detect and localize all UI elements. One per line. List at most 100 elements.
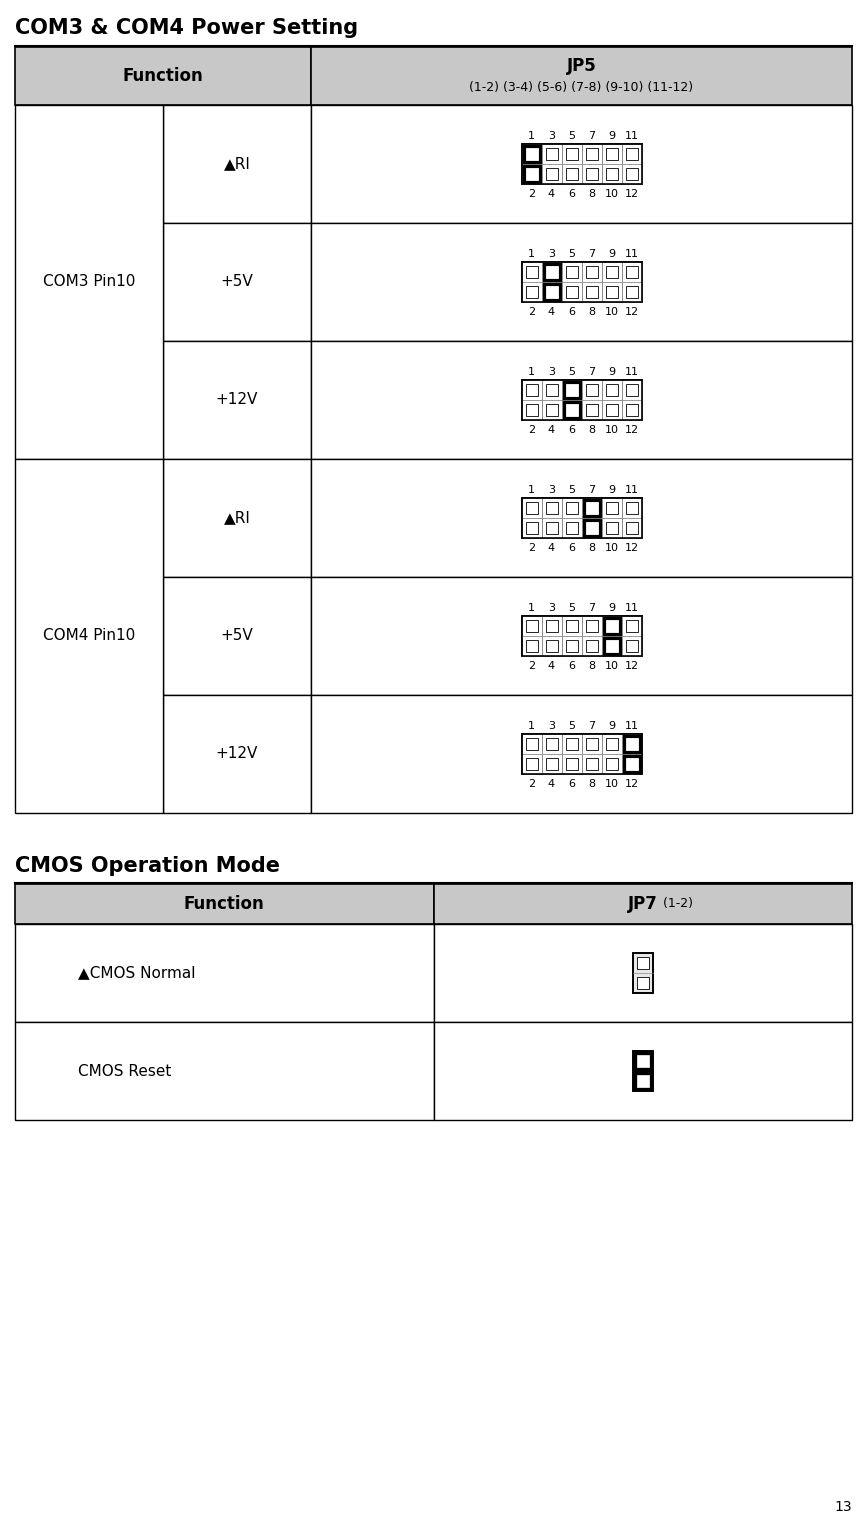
Text: 7: 7 (588, 368, 595, 377)
Bar (633, 1051, 653, 1091)
Text: 2: 2 (528, 188, 535, 199)
Text: 5: 5 (568, 485, 575, 495)
Text: 7: 7 (588, 603, 595, 612)
Text: 2: 2 (528, 307, 535, 317)
Bar (545, 404, 557, 416)
Bar (521, 283, 542, 302)
Bar (15, 924, 433, 1022)
Bar (582, 164, 602, 184)
Text: ▲RI: ▲RI (224, 156, 251, 172)
Bar (565, 523, 577, 535)
Bar (163, 577, 311, 696)
Bar (605, 266, 617, 278)
Bar (582, 399, 602, 419)
Bar (582, 617, 602, 636)
Text: 5: 5 (568, 722, 575, 731)
Bar (521, 399, 542, 419)
Bar (562, 144, 582, 164)
Bar (434, 924, 852, 1022)
Text: 7: 7 (588, 485, 595, 495)
Bar (622, 261, 642, 283)
Bar (585, 738, 597, 750)
Bar (15, 1022, 433, 1120)
Bar (562, 261, 582, 283)
Bar (582, 380, 602, 399)
Bar (525, 266, 538, 278)
Text: COM4 Pin10: COM4 Pin10 (42, 629, 135, 644)
Text: Function: Function (184, 895, 264, 913)
Bar (434, 884, 852, 924)
Text: 7: 7 (588, 249, 595, 258)
Bar (311, 577, 852, 696)
Bar (622, 144, 642, 164)
Bar (163, 223, 311, 340)
Text: 1: 1 (528, 603, 535, 612)
Bar (625, 639, 637, 652)
Bar (562, 617, 582, 636)
Bar (542, 753, 562, 775)
Text: 4: 4 (548, 425, 555, 434)
Text: 8: 8 (588, 779, 595, 788)
Bar (521, 498, 642, 538)
Bar (605, 501, 617, 513)
Bar (565, 639, 577, 652)
Bar (622, 734, 642, 753)
Bar (602, 753, 622, 775)
Bar (585, 639, 597, 652)
Bar (521, 498, 642, 538)
Text: +12V: +12V (216, 392, 258, 407)
Text: 2: 2 (528, 425, 535, 434)
Bar (602, 144, 622, 164)
Bar (602, 261, 622, 283)
Bar (602, 617, 622, 636)
Text: 9: 9 (608, 249, 615, 258)
Bar (542, 380, 562, 399)
Bar (545, 523, 557, 535)
Text: 3: 3 (548, 131, 555, 141)
Text: 12: 12 (624, 188, 639, 199)
Bar (582, 518, 602, 538)
Bar (585, 620, 597, 632)
Bar (311, 459, 852, 577)
Bar (562, 283, 582, 302)
Bar (636, 957, 649, 969)
Bar (565, 501, 577, 513)
Text: ▲CMOS Normal: ▲CMOS Normal (78, 966, 195, 980)
Text: 12: 12 (624, 542, 639, 553)
Bar (521, 498, 542, 518)
Bar (562, 753, 582, 775)
Text: +5V: +5V (220, 275, 253, 290)
Bar (525, 404, 538, 416)
Text: 8: 8 (588, 542, 595, 553)
Bar (562, 498, 582, 518)
Bar (545, 501, 557, 513)
Bar (545, 620, 557, 632)
Text: 4: 4 (548, 542, 555, 553)
Bar (585, 523, 597, 535)
Bar (582, 498, 602, 518)
Text: 3: 3 (548, 368, 555, 377)
Bar (605, 758, 617, 770)
Bar (582, 283, 602, 302)
Text: 5: 5 (568, 603, 575, 612)
Text: 2: 2 (528, 542, 535, 553)
Bar (562, 164, 582, 184)
Bar (562, 518, 582, 538)
Bar (521, 380, 642, 419)
Bar (622, 399, 642, 419)
Text: 11: 11 (624, 131, 638, 141)
Bar (521, 144, 642, 184)
Text: 3: 3 (548, 603, 555, 612)
Bar (585, 404, 597, 416)
Bar (163, 459, 311, 577)
Bar (542, 144, 562, 164)
Bar (525, 738, 538, 750)
Text: 1: 1 (528, 131, 535, 141)
Bar (565, 758, 577, 770)
Bar (525, 523, 538, 535)
Bar (562, 636, 582, 656)
Bar (605, 147, 617, 159)
Bar (525, 620, 538, 632)
Text: 4: 4 (548, 188, 555, 199)
Bar (521, 380, 542, 399)
